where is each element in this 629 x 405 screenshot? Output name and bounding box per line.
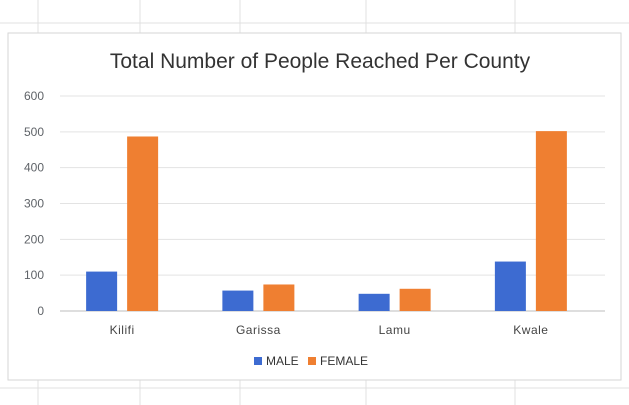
bar-female-kilifi[interactable] (127, 136, 159, 311)
legend-swatch (254, 357, 262, 365)
y-tick-label: 300 (24, 197, 44, 211)
x-category-label: Lamu (379, 323, 411, 337)
legend-item-male[interactable]: MALE (254, 354, 299, 368)
x-category-label: Garissa (236, 323, 281, 337)
y-tick-label: 200 (24, 232, 44, 246)
bar-male-kilifi[interactable] (86, 271, 118, 311)
legend-swatch (308, 357, 316, 365)
bar-male-kwale[interactable] (494, 261, 526, 311)
chart-title: Total Number of People Reached Per Count… (110, 50, 531, 73)
legend-label: MALE (266, 354, 299, 368)
legend-label: FEMALE (320, 354, 368, 368)
y-axis-tick-labels: 0 100 200 300 400 500 600 (24, 89, 44, 318)
bar-male-garissa[interactable] (222, 290, 254, 311)
y-tick-label: 400 (24, 161, 44, 175)
bar-female-lamu[interactable] (399, 288, 431, 311)
y-tick-label: 100 (24, 268, 44, 282)
chart-area[interactable] (7, 32, 622, 381)
bar-female-kwale[interactable] (535, 131, 567, 311)
legend-item-female[interactable]: FEMALE (308, 354, 368, 368)
y-tick-label: 0 (37, 304, 44, 318)
bars (86, 131, 567, 311)
legend[interactable]: MALE FEMALE (254, 354, 368, 368)
bar-female-garissa[interactable] (263, 284, 295, 311)
x-category-label: Kwale (513, 323, 548, 337)
x-category-label: Kilifi (110, 323, 135, 337)
x-axis-category-labels: Kilifi Garissa Lamu Kwale (110, 323, 548, 337)
y-tick-label: 500 (24, 125, 44, 139)
bar-male-lamu[interactable] (358, 293, 390, 311)
y-tick-label: 600 (24, 89, 44, 103)
